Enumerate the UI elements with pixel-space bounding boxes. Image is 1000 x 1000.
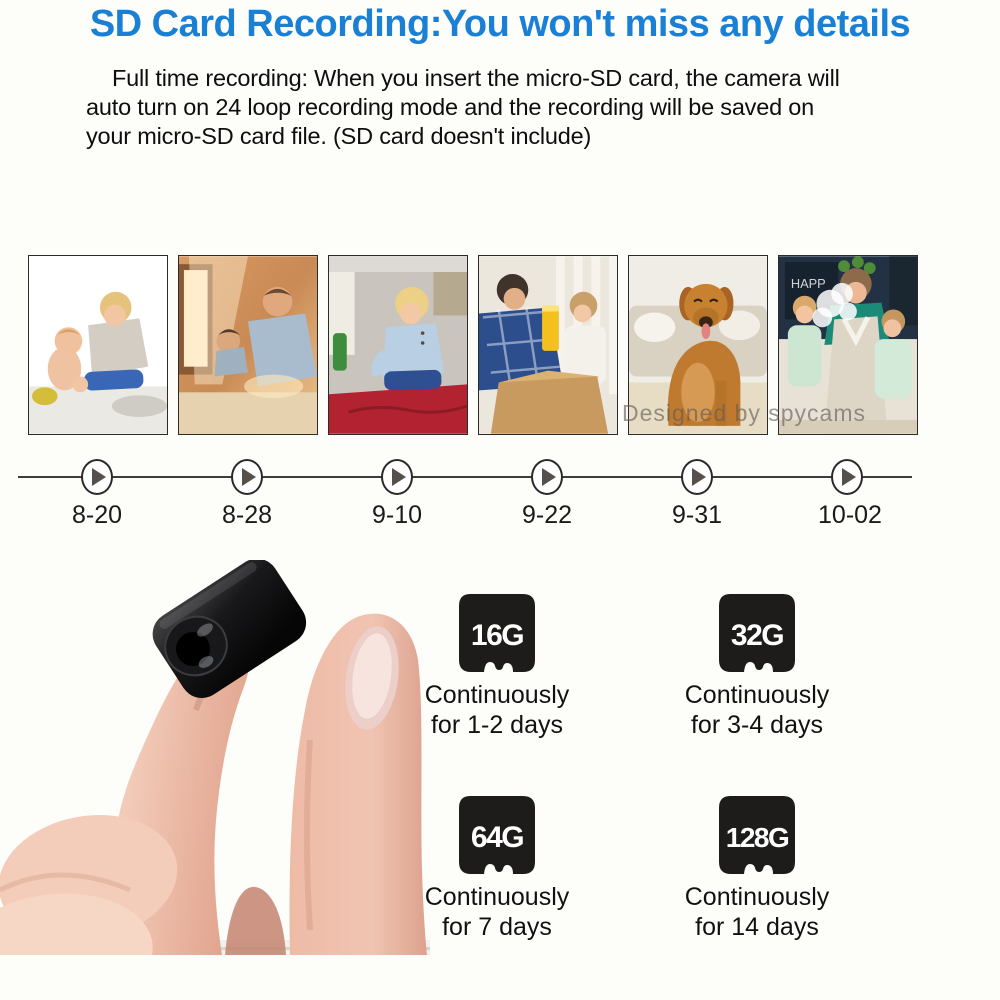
intro-paragraph: Full time recording: When you insert the… [86, 65, 840, 149]
timeline-date: 9-10 [371, 501, 423, 529]
play-triangle-icon [392, 468, 406, 486]
play-button-icon [381, 459, 413, 495]
sd-duration-line2: for 7 days [442, 913, 552, 941]
micro-sd-card-icon: 32G [719, 594, 795, 672]
photo-boy-red-blanket [328, 255, 468, 435]
sd-duration-line2: for 3-4 days [690, 711, 823, 739]
play-button-icon [831, 459, 863, 495]
timeline-line [18, 476, 912, 478]
play-button-icon [681, 459, 713, 495]
sd-capacity-label: 32G [731, 619, 783, 652]
sd-duration-line2: for 14 days [695, 913, 819, 941]
sd-duration-line1: Continuously [684, 883, 830, 911]
sd-card-option-16g: 16G Continuously for 1-2 days [397, 593, 597, 740]
sd-duration-line1: Continuously [424, 883, 570, 911]
mini-camera-held-in-fingers [0, 560, 430, 955]
watermark-text: Designed by spycams [622, 400, 866, 426]
sd-duration-line1: Continuously [684, 681, 830, 709]
photo-toddlers [28, 255, 168, 435]
photo-dad-daughter-box [478, 255, 618, 435]
photo-boy-illustration [329, 256, 467, 434]
micro-sd-card-icon: 128G [719, 796, 795, 874]
photo-toddlers-illustration [29, 256, 167, 434]
play-triangle-icon [242, 468, 256, 486]
play-triangle-icon [542, 468, 556, 486]
timeline-date: 9-31 [671, 501, 723, 529]
play-button-icon [231, 459, 263, 495]
timeline-date: 9-22 [521, 501, 573, 529]
sd-card-option-64g: 64G Continuously for 7 days [397, 795, 597, 942]
sd-card-option-128g: 128G Continuously for 14 days [657, 795, 857, 942]
sd-capacity-label: 64G [471, 821, 523, 854]
sd-capacity-label: 16G [471, 619, 523, 652]
sd-duration-line2: for 1-2 days [430, 711, 563, 739]
sd-duration-line1: Continuously [424, 681, 570, 709]
timeline-date: 8-28 [221, 501, 273, 529]
timeline-date: 10-02 [818, 501, 882, 529]
play-triangle-icon [92, 468, 106, 486]
photo-father-son-window [178, 255, 318, 435]
timeline-date: 8-20 [71, 501, 123, 529]
hand-camera-illustration [0, 560, 430, 955]
chalkboard-text: HAPP [791, 276, 826, 291]
play-triangle-icon [842, 468, 856, 486]
photo-box-illustration [479, 256, 617, 434]
sd-card-option-32g: 32G Continuously for 3-4 days [657, 593, 857, 740]
page-title: SD Card Recording:You won't miss any det… [89, 3, 911, 45]
photo-family-baking: HAPP [778, 255, 918, 435]
play-button-icon [531, 459, 563, 495]
play-triangle-icon [692, 468, 706, 486]
photo-dog-illustration [629, 256, 767, 434]
photo-golden-retriever [628, 255, 768, 435]
micro-sd-card-icon: 64G [459, 796, 535, 874]
photo-father-son-illustration [179, 256, 317, 434]
sd-capacity-label: 128G [726, 822, 789, 853]
play-button-icon [81, 459, 113, 495]
micro-sd-card-icon: 16G [459, 594, 535, 672]
photo-baking-illustration: HAPP [779, 256, 917, 434]
